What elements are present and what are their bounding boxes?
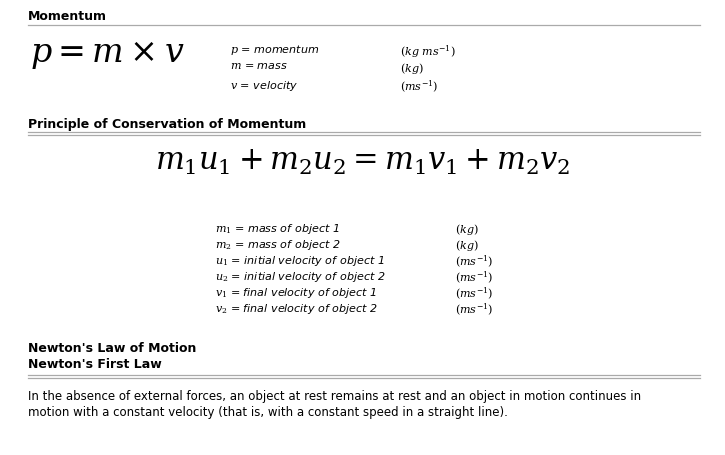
Text: $(kg)$: $(kg)$ [455,238,479,253]
Text: $p = m \times v$: $p = m \times v$ [30,38,185,71]
Text: $m_1u_1 + m_2u_2 = m_1v_1 + m_2v_2$: $m_1u_1 + m_2u_2 = m_1v_1 + m_2v_2$ [155,148,570,177]
Text: $(ms^{-1})$: $(ms^{-1})$ [455,253,494,269]
Text: Newton's Law of Motion: Newton's Law of Motion [28,341,196,354]
Text: $m_1$ = mass of object 1: $m_1$ = mass of object 1 [215,222,339,236]
Text: Momentum: Momentum [28,10,107,23]
Text: In the absence of external forces, an object at rest remains at rest and an obje: In the absence of external forces, an ob… [28,389,641,402]
Text: Newton's First Law: Newton's First Law [28,357,162,370]
Text: $v_1$ = final velocity of object 1: $v_1$ = final velocity of object 1 [215,285,377,299]
Text: $p$ = momentum: $p$ = momentum [230,43,320,57]
Text: $u_2$ = initial velocity of object 2: $u_2$ = initial velocity of object 2 [215,269,386,283]
Text: motion with a constant velocity (that is, with a constant speed in a straight li: motion with a constant velocity (that is… [28,405,508,418]
Text: $(ms^{-1})$: $(ms^{-1})$ [455,269,494,285]
Text: $(ms^{-1})$: $(ms^{-1})$ [455,285,494,301]
Text: $(kg)$: $(kg)$ [400,61,423,76]
Text: $(kg)$: $(kg)$ [455,222,479,237]
Text: $v$ = velocity: $v$ = velocity [230,79,298,93]
Text: $v_2$ = final velocity of object 2: $v_2$ = final velocity of object 2 [215,301,378,315]
Text: $m$ = mass: $m$ = mass [230,61,288,71]
Text: Principle of Conservation of Momentum: Principle of Conservation of Momentum [28,118,306,131]
Text: $(ms^{-1})$: $(ms^{-1})$ [455,301,494,318]
Text: $m_2$ = mass of object 2: $m_2$ = mass of object 2 [215,238,341,252]
Text: $(ms^{-1})$: $(ms^{-1})$ [400,79,439,95]
Text: $(kg\ ms^{-1})$: $(kg\ ms^{-1})$ [400,43,456,60]
Text: $u_1$ = initial velocity of object 1: $u_1$ = initial velocity of object 1 [215,253,384,268]
